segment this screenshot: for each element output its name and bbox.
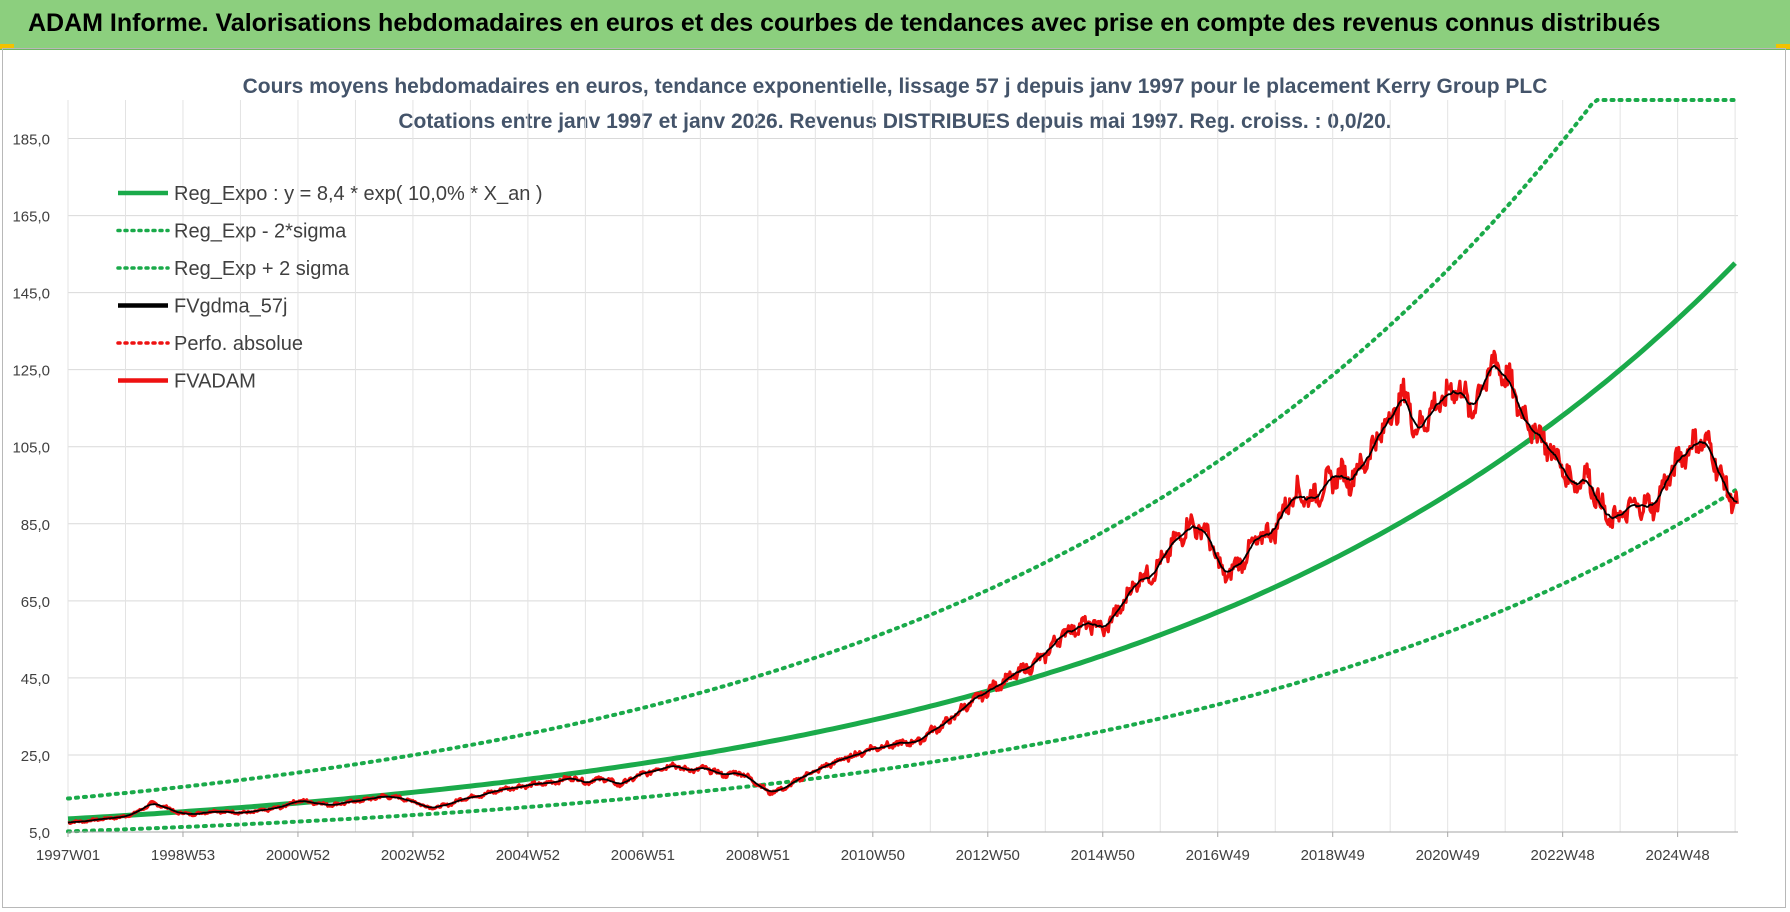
y-tick-label: 5,0: [29, 825, 50, 842]
y-tick-label: 125,0: [12, 363, 50, 380]
x-tick-label: 2022W48: [1531, 847, 1595, 864]
report-header-bar: ADAM Informe. Valorisations hebdomadaire…: [0, 0, 1790, 50]
y-tick-label: 185,0: [12, 132, 50, 149]
x-tick-label: 2008W51: [726, 847, 790, 864]
corner-marker-right: [1776, 44, 1790, 49]
y-tick-label: 165,0: [12, 209, 50, 226]
y-tick-label: 45,0: [21, 671, 50, 688]
series-reg-exp-plus-2sigma: [66, 98, 1738, 801]
x-tick-label: 2000W52: [266, 847, 330, 864]
x-tick-label: 2024W48: [1646, 847, 1710, 864]
series-reg-exp-minus-2sigma: [66, 488, 1738, 834]
corner-marker-left: [0, 44, 14, 49]
y-tick-label: 145,0: [12, 286, 50, 303]
y-tick-label: 65,0: [21, 594, 50, 611]
y-tick-label: 105,0: [12, 440, 50, 457]
series-reg-expo: [67, 261, 1737, 822]
y-tick-label: 25,0: [21, 748, 50, 765]
x-tick-label: 1997W01: [36, 847, 100, 864]
legend-label: Reg_Expo : y = 8,4 * exp( 10,0% * X_an ): [174, 183, 543, 205]
x-tick-label: 2014W50: [1071, 847, 1135, 864]
x-tick-label: 2016W49: [1186, 847, 1250, 864]
x-tick-label: 2012W50: [956, 847, 1020, 864]
chart-title-line-2: Cotations entre janv 1997 et janv 2026. …: [398, 110, 1392, 133]
x-tick-label: 2004W52: [496, 847, 560, 864]
chart-title-line-1: Cours moyens hebdomadaires en euros, ten…: [242, 75, 1548, 98]
legend-label: FVADAM: [174, 371, 256, 393]
series-fvgdma-57j: [67, 364, 1738, 824]
report-title: ADAM Informe. Valorisations hebdomadaire…: [28, 9, 1661, 37]
legend-label: Perfo. absolue: [174, 333, 303, 355]
x-tick-label: 2006W51: [611, 847, 675, 864]
x-tick-label: 2002W52: [381, 847, 445, 864]
legend-label: FVgdma_57j: [174, 296, 287, 318]
y-tick-label: 85,0: [21, 517, 50, 534]
x-tick-label: 2018W49: [1301, 847, 1365, 864]
legend-label: Reg_Exp + 2 sigma: [174, 258, 350, 280]
x-tick-label: 2020W49: [1416, 847, 1480, 864]
legend-label: Reg_Exp - 2*sigma: [174, 221, 347, 243]
series-fvadam: [67, 349, 1739, 825]
x-tick-label: 2010W50: [841, 847, 905, 864]
x-tick-label: 1998W53: [151, 847, 215, 864]
